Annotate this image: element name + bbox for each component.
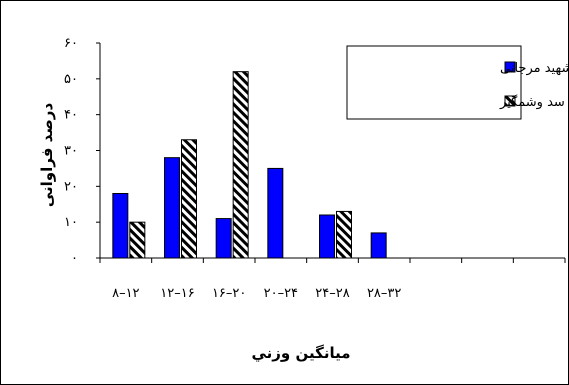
x-tick-label: ۸–۱۲ <box>112 286 139 301</box>
y-tick-label: ۶۰ <box>64 36 78 51</box>
y-axis: ۰ ۱۰ ۲۰ ۳۰ ۴۰ ۵۰ ۶۰ <box>64 36 101 266</box>
y-tick-label: ۴۰ <box>64 108 78 123</box>
x-axis-title: ميانگين وزني <box>251 344 350 362</box>
y-tick-label: ۵۰ <box>64 72 78 87</box>
bars <box>112 71 387 259</box>
legend-box <box>346 45 522 120</box>
bar-series-2 <box>336 210 352 259</box>
bar-series-1 <box>215 218 232 259</box>
x-tick-label: ۱۲–۱۶ <box>160 286 194 301</box>
bar-series-1 <box>112 193 129 259</box>
x-tick-label: ۲۰–۲۴ <box>264 286 298 301</box>
y-tick-label: ۲۰ <box>64 179 78 194</box>
bar-series-2 <box>181 139 197 259</box>
x-tick-label: ۲۸–۳۲ <box>367 286 401 301</box>
legend-label-series-1: شهید مرجانی <box>500 61 569 76</box>
x-axis: ۸–۱۲ ۱۲–۱۶ ۱۶–۲۰ ۲۰–۲۴ ۲۴–۲۸ ۲۸–۳۲ <box>99 257 566 301</box>
bar-series-2 <box>129 221 146 259</box>
bar-series-2 <box>232 71 249 259</box>
y-tick-label: ۱۰ <box>64 215 78 230</box>
legend-label-series-2: سد وشمگیر <box>499 94 565 110</box>
y-axis-title: درصد فراوانی <box>38 103 56 208</box>
legend: شهید مرجانی سد وشمگیر <box>346 45 569 120</box>
bar-series-1 <box>319 214 335 259</box>
x-tick-label: ۲۴–۲۸ <box>315 286 349 301</box>
x-tick-label: ۱۶–۲۰ <box>212 286 246 301</box>
y-tick-label: ۰ <box>71 251 78 266</box>
legend-swatch-series-1 <box>504 61 516 73</box>
bar-series-1 <box>370 232 387 259</box>
bar-series-1 <box>267 167 284 259</box>
legend-swatch-series-2 <box>504 95 516 107</box>
bar-series-1 <box>164 157 180 259</box>
y-tick-label: ۳۰ <box>64 144 78 159</box>
